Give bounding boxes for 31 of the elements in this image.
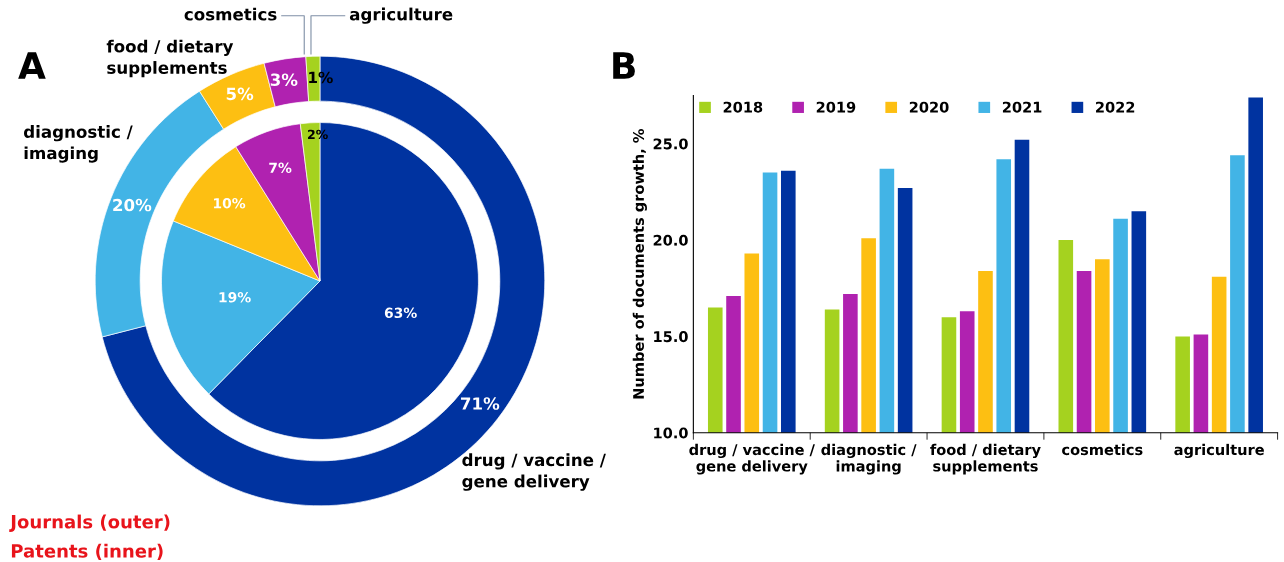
x-tick-label: diagnostic / imaging — [821, 443, 917, 475]
x-tick-label: agriculture — [1174, 443, 1264, 459]
slice-label: agriculture — [349, 7, 453, 24]
slice-label: cosmetics — [184, 7, 277, 21]
legend-label: 2021 — [1002, 101, 1042, 113]
y-tick-label: 15.0 — [654, 331, 688, 343]
slice-label: food / dietary supplements — [106, 39, 234, 78]
chart-title: B — [613, 52, 635, 79]
data-label: 3% — [270, 73, 298, 87]
y-tick-label: 20.0 — [653, 234, 688, 246]
text: Patents (inner) — [11, 543, 163, 560]
data-label: 10% — [214, 197, 246, 209]
x-tick-label: cosmetics — [1062, 443, 1143, 456]
data-label: 5% — [226, 87, 254, 101]
slice-label: diagnostic / imaging — [23, 125, 133, 163]
data-label: 63% — [384, 307, 417, 319]
y-tick-label: 25.0 — [653, 138, 688, 150]
legend-label: 2018 — [723, 101, 763, 113]
data-label: 19% — [219, 292, 251, 303]
data-label: 20% — [113, 198, 152, 212]
text: Journals (outer) — [9, 514, 170, 532]
x-tick-label: food / dietary supplements — [930, 443, 1041, 475]
legend-label: 2019 — [816, 101, 856, 113]
legend-label: 2022 — [1096, 101, 1135, 113]
text: A — [18, 52, 46, 79]
legend-label: 2020 — [909, 101, 949, 113]
y-axis-title: Number of documents growth, % — [632, 129, 647, 399]
data-label: 71% — [461, 397, 500, 410]
x-tick-label: drug / vaccine / gene delivery — [689, 443, 815, 475]
data-label: 7% — [269, 162, 292, 174]
y-tick-label: 10.0 — [654, 427, 688, 439]
